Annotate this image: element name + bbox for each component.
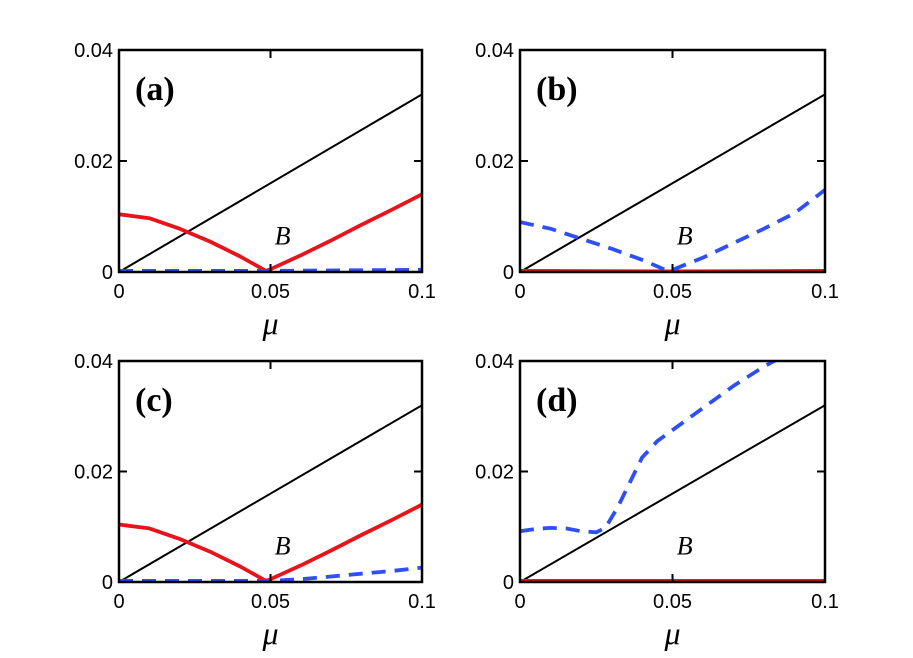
blue-dashed-line	[520, 361, 779, 535]
panel-c: 0 0.05 0.1 0 0.02 0.04 (c) Bμ	[74, 351, 436, 651]
x-tick-label: 0.1	[811, 281, 839, 303]
x-tick-label: 0	[514, 591, 525, 613]
x-tick-label: 0.05	[653, 281, 692, 303]
x-tick-label: 0.05	[653, 591, 692, 613]
x-tick-label: 0	[113, 591, 124, 613]
y-tick-label: 0	[102, 572, 113, 594]
y-tick-label: 0.04	[475, 351, 514, 373]
panel-label: (a)	[135, 71, 175, 108]
red-line	[119, 192, 422, 272]
black-line	[520, 93, 825, 272]
blue-dashed-line	[520, 188, 825, 272]
y-tick-label: 0.04	[475, 40, 514, 62]
x-axis-label: μ	[663, 305, 680, 341]
x-axis-label: μ	[261, 305, 278, 341]
panel-label: (d)	[536, 382, 578, 419]
x-tick-label: 0.1	[811, 591, 839, 613]
annotation-b: B	[677, 221, 693, 250]
y-tick-label: 0	[503, 262, 514, 284]
black-line	[119, 404, 422, 582]
panel-d: 0 0.05 0.1 0 0.02 0.04 (d) Bμ	[475, 351, 839, 651]
y-tick-label: 0	[102, 262, 113, 284]
x-tick-label: 0	[113, 281, 124, 303]
y-tick-label: 0.02	[74, 462, 113, 484]
annotation-b: B	[275, 531, 291, 560]
annotation-b: B	[677, 531, 693, 560]
series-group	[520, 93, 825, 272]
panel-b: 0 0.05 0.1 0 0.02 0.04 (b) Bμ	[475, 40, 839, 341]
x-axis-label: μ	[261, 615, 278, 651]
y-tick-label: 0.02	[475, 462, 514, 484]
y-tick-label: 0.02	[74, 151, 113, 173]
black-line	[119, 93, 422, 272]
x-tick-label: 0.05	[251, 591, 290, 613]
x-tick-label: 0	[514, 281, 525, 303]
panel-label: (c)	[135, 382, 173, 419]
annotation-b: B	[275, 221, 291, 250]
x-axis-label: μ	[663, 615, 680, 651]
panel-a: 0 0.05 0.1 0 0.02 0.04 (a) Bμ	[74, 40, 436, 341]
y-tick-label: 0	[503, 572, 514, 594]
x-tick-label: 0.05	[251, 281, 290, 303]
y-tick-label: 0.02	[475, 151, 514, 173]
y-tick-label: 0.04	[74, 40, 113, 62]
x-tick-label: 0.1	[408, 591, 436, 613]
y-tick-label: 0.04	[74, 351, 113, 373]
black-line	[520, 404, 825, 582]
series-group	[119, 93, 422, 272]
x-tick-label: 0.1	[408, 281, 436, 303]
red-line	[119, 502, 422, 582]
panel-label: (b)	[536, 71, 578, 108]
series-group	[119, 404, 422, 582]
